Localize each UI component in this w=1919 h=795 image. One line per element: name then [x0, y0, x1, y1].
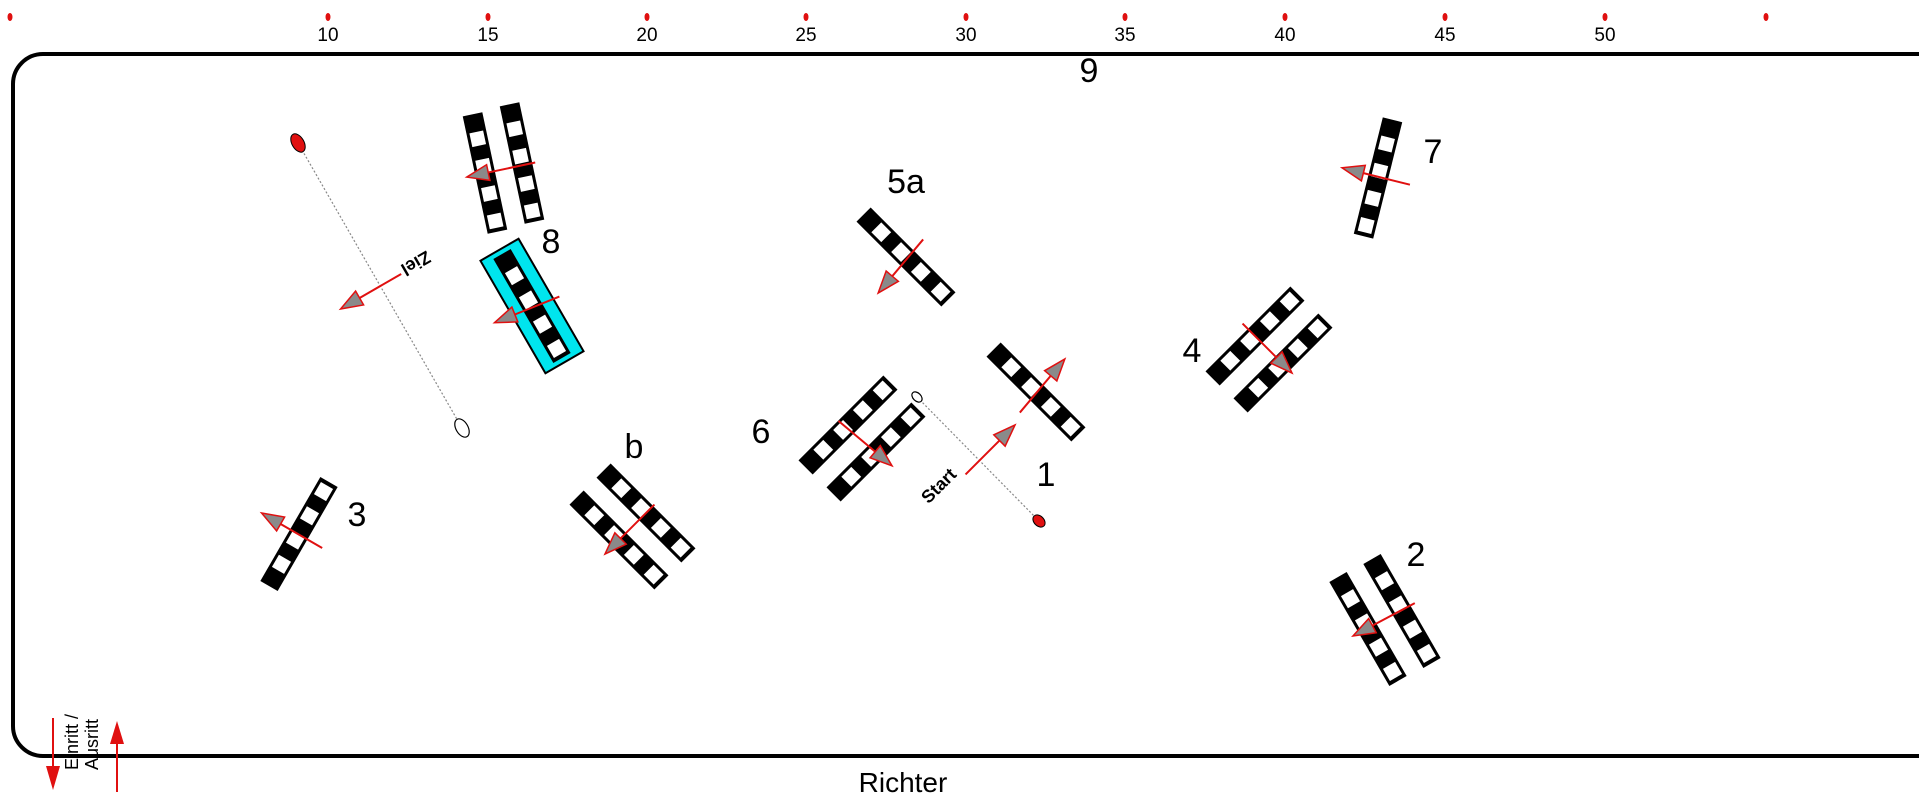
- start-label: Start: [917, 464, 960, 507]
- scale-label: 20: [636, 25, 657, 46]
- obstacle-7-label: 7: [1424, 133, 1443, 171]
- scale-label: 35: [1114, 25, 1135, 46]
- arena-border: [11, 52, 1919, 758]
- scale-label: 25: [795, 25, 816, 46]
- scale-tick: [7, 13, 13, 21]
- finish-marker-red: [290, 133, 306, 153]
- obstacle-5a: [856, 207, 956, 307]
- finish-label: Ziel: [398, 247, 435, 280]
- obstacle-4: [1205, 286, 1333, 413]
- finish-marker-white: [454, 418, 470, 438]
- exit-label: Ausritt: [82, 719, 102, 770]
- start-marker-white: [911, 391, 923, 403]
- obstacle-b-label: b: [625, 428, 644, 466]
- scale-tick: [1763, 13, 1769, 21]
- scale-label: 50: [1594, 25, 1615, 46]
- obstacle-5a-label: 5a: [887, 163, 925, 201]
- obstacle-2-label: 2: [1407, 536, 1426, 574]
- start-line: Start: [911, 391, 1046, 528]
- scale-label: 45: [1434, 25, 1455, 46]
- obstacle-6: [798, 375, 926, 502]
- scale-mark-15: 15: [477, 13, 499, 46]
- scale-label: 40: [1274, 25, 1295, 46]
- scale-mark-35: 35: [1114, 13, 1136, 46]
- scale-mark-50: 50: [1594, 13, 1616, 46]
- exit-arrow-up: [110, 721, 124, 744]
- obstacle-8-highlighted: [479, 237, 585, 375]
- judge-label: Richter: [859, 767, 948, 795]
- scale-mark-45: 45: [1434, 13, 1456, 46]
- start-marker-red: [1032, 514, 1046, 528]
- obstacle-9-label: 9: [1080, 52, 1099, 90]
- entry-exit-marker: Einritt / Ausritt: [46, 714, 124, 792]
- obstacle-1: [986, 342, 1086, 442]
- scale-mark-10: 10: [317, 13, 339, 46]
- scale-mark-20: 20: [636, 13, 658, 46]
- entry-label: Einritt /: [62, 714, 82, 770]
- entry-arrow-down: [46, 766, 60, 790]
- obstacle-3: [256, 477, 338, 591]
- obstacle-8-label: 8: [542, 223, 561, 261]
- obstacle-1-label: 1: [1037, 456, 1056, 494]
- obstacle-6-label: 6: [752, 413, 771, 451]
- distance-scale: 10 15 20 25 30 35 40 45: [7, 13, 1769, 46]
- obstacle-7: [1339, 117, 1413, 239]
- scale-mark-40: 40: [1274, 13, 1296, 46]
- obstacle-3-label: 3: [348, 496, 367, 534]
- obstacle-4-label: 4: [1183, 332, 1202, 370]
- finish-direction-arrow: [335, 266, 407, 317]
- scale-mark-30: 30: [955, 13, 977, 46]
- finish-line: Ziel: [290, 133, 470, 438]
- scale-label: 30: [955, 25, 976, 46]
- scale-mark-25: 25: [795, 13, 817, 46]
- obstacle-b: [569, 463, 696, 590]
- scale-label: 10: [317, 25, 338, 46]
- scale-label: 15: [477, 25, 498, 46]
- obstacle-8-upper: [462, 102, 545, 234]
